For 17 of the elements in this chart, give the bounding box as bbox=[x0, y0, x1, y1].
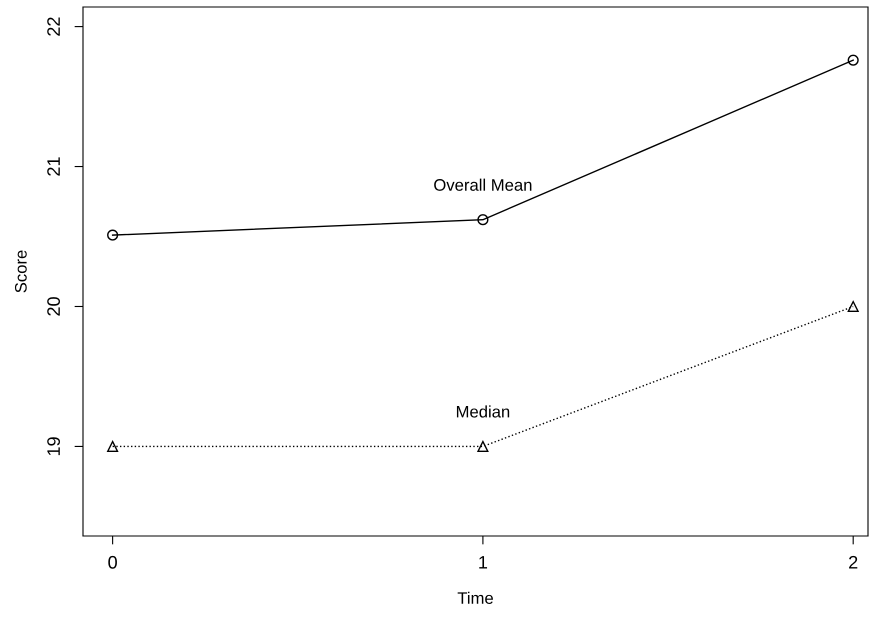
point bbox=[107, 230, 118, 241]
point bbox=[848, 300, 859, 312]
point bbox=[477, 214, 488, 226]
series-label: Overall Mean bbox=[434, 178, 532, 191]
y-tick-label: 21 bbox=[47, 157, 60, 176]
point bbox=[107, 440, 118, 452]
y-axis-title: Score bbox=[14, 250, 27, 293]
x-tick-label: 2 bbox=[849, 556, 858, 569]
x-tick-label: 1 bbox=[479, 556, 488, 569]
y-tick-label: 22 bbox=[47, 17, 60, 36]
x-axis-title: Time bbox=[458, 592, 493, 604]
point bbox=[477, 440, 488, 452]
series-label: Median bbox=[456, 405, 510, 418]
x-tick-label: 0 bbox=[108, 556, 117, 569]
y-tick-label: 19 bbox=[47, 437, 60, 456]
y-tick-label: 20 bbox=[47, 297, 60, 316]
point bbox=[848, 54, 859, 66]
